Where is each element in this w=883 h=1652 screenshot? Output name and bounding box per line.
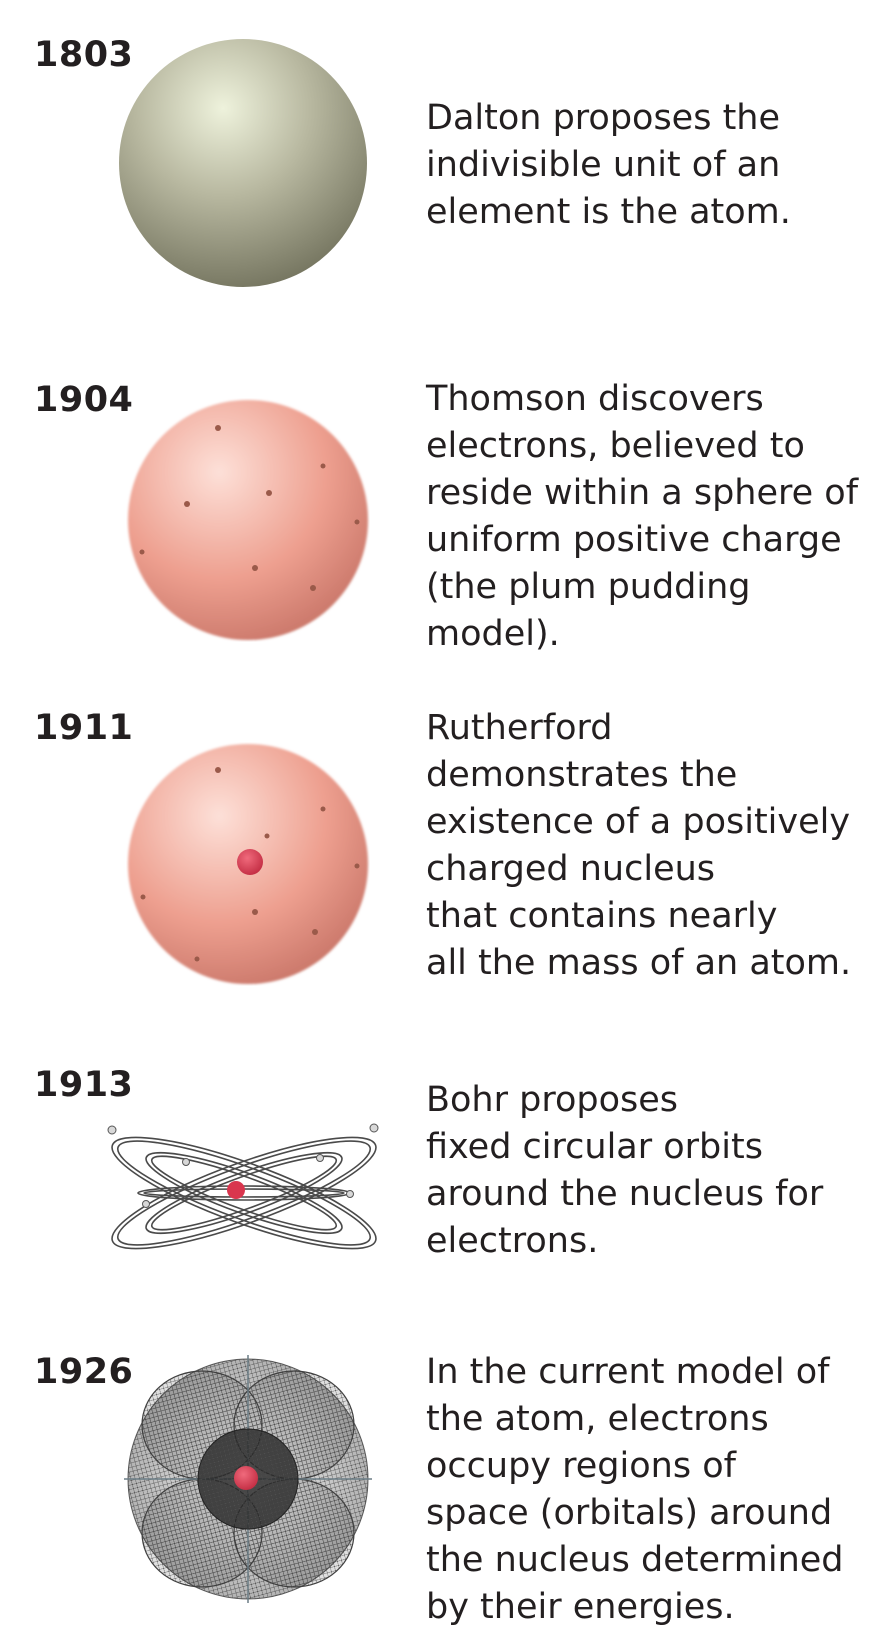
nucleus-icon (237, 849, 263, 875)
year-label-1904: 1904 (34, 380, 134, 420)
nuclear-sphere-icon (128, 744, 368, 984)
electron-dot (252, 909, 258, 915)
electron-dots (139, 425, 360, 591)
description-1913: Bohr proposes fixed circular orbits arou… (426, 1080, 824, 1261)
nucleus-icon (227, 1181, 245, 1199)
electron-dot (139, 549, 145, 555)
electron-dot (142, 1200, 150, 1208)
electron-dot (320, 806, 326, 812)
year-label-1913: 1913 (34, 1065, 134, 1105)
electron-dot (320, 463, 326, 469)
electron-dot (310, 585, 316, 591)
electron-dot (215, 767, 221, 773)
plum-pudding-sphere-icon (128, 400, 368, 640)
electron-dot (312, 929, 318, 935)
electron-dot (184, 501, 190, 507)
electron-dot (140, 894, 146, 900)
nucleus-icon (234, 1466, 258, 1490)
electron-dot (266, 490, 272, 496)
description-1926: In the current model of the atom, electr… (426, 1352, 844, 1627)
electron-dot (354, 863, 360, 869)
electron-dot (316, 1154, 324, 1162)
electron-dot (346, 1190, 354, 1198)
description-1911: Rutherford demonstrates the existence of… (426, 708, 852, 983)
solid-sphere-icon (119, 39, 367, 287)
orbital-cloud-icon (124, 1355, 372, 1603)
electron-dot (182, 1158, 190, 1166)
year-label-1926: 1926 (34, 1352, 134, 1392)
electron-dot (264, 833, 270, 839)
electron-dot (107, 1125, 117, 1135)
electron-dot (369, 1123, 379, 1133)
year-label-1911: 1911 (34, 708, 134, 748)
electron-dot (215, 425, 221, 431)
year-label-1803: 1803 (34, 35, 134, 75)
electron-dot (354, 519, 360, 525)
bohr-orbits-icon (107, 1123, 379, 1250)
description-1904: Thomson discovers electrons, believed to… (426, 379, 859, 654)
description-1803: Dalton proposes the indivisible unit of … (426, 98, 791, 232)
electron-dots (140, 767, 360, 962)
orbit-set-b (111, 1136, 377, 1250)
electron-dot (252, 565, 258, 571)
electron-dot (194, 956, 200, 962)
